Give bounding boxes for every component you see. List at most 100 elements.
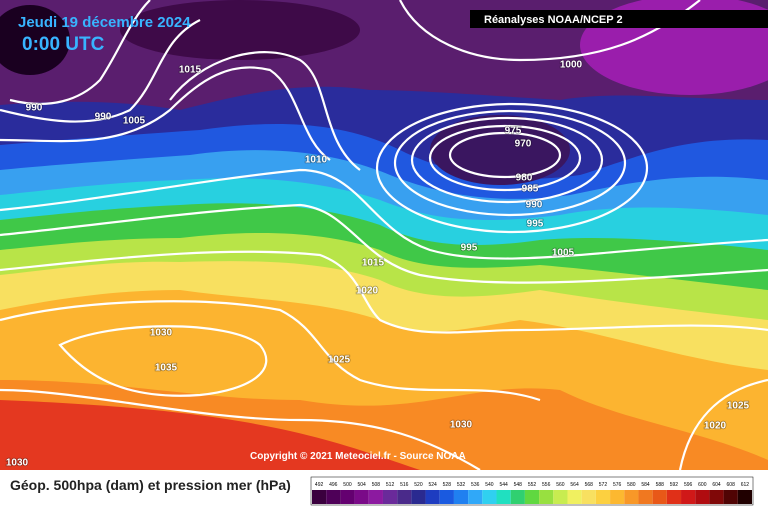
- colorbar-label: 584: [641, 482, 650, 488]
- isobar-label: 1005: [123, 116, 146, 127]
- colorbar-label: 544: [499, 482, 508, 488]
- colorbar-label: 512: [386, 482, 395, 488]
- colorbar-cell: [453, 490, 469, 504]
- colorbar-label: 508: [372, 482, 381, 488]
- isobar: [0, 300, 541, 402]
- isobar-label: 990: [526, 200, 543, 211]
- isobar: [9, 0, 151, 106]
- isobar: [0, 168, 768, 260]
- date: Jeudi 19 décembre 2024: [18, 14, 191, 31]
- colorbar-label: 588: [656, 482, 665, 488]
- colorbar-label: 520: [414, 482, 423, 488]
- colorbar-label: 572: [599, 482, 608, 488]
- isobar-label: 980: [516, 173, 533, 184]
- isobar: [399, 0, 701, 62]
- colorbar-cell: [737, 490, 752, 504]
- colorbar-cell: [482, 490, 497, 504]
- isobar: [393, 109, 627, 217]
- colorbar-cell: [695, 490, 710, 504]
- colorbar-cell: [411, 490, 426, 504]
- isobar-label: 1005: [552, 248, 575, 259]
- geopotential-fill: [0, 0, 768, 470]
- isobar: [410, 116, 604, 204]
- colorbar-cell: [340, 490, 355, 504]
- colorbar-cell: [681, 490, 696, 504]
- isobars: [0, 0, 768, 471]
- colorbar-label: 548: [514, 482, 523, 488]
- source-box: [470, 10, 768, 28]
- isobar-label: 1020: [356, 286, 379, 297]
- isobar-label: 1015: [179, 65, 202, 76]
- colorbar-cell: [326, 490, 341, 504]
- colorbar-label: 492: [315, 482, 324, 488]
- colorbar-label: 516: [400, 482, 409, 488]
- isobar-label: 1025: [328, 355, 351, 366]
- colorbar-cell: [397, 490, 412, 504]
- colorbar-cell: [581, 490, 596, 504]
- isobar-label: 1030: [150, 328, 173, 339]
- colorbar-cell: [595, 490, 611, 504]
- colorbar-cell: [624, 490, 639, 504]
- isobar: [428, 124, 582, 192]
- colorbar-cell: [468, 490, 483, 504]
- colorbar-cell: [610, 490, 625, 504]
- colorbar-cell: [553, 490, 568, 504]
- colorbar-cell: [567, 490, 582, 504]
- colorbar-cell: [382, 490, 398, 504]
- isobar: [58, 325, 268, 397]
- isobar: [0, 66, 331, 161]
- colorbar-label: 552: [528, 482, 537, 488]
- isobar: [375, 102, 649, 234]
- isobar-label: 1035: [155, 363, 178, 374]
- colorbar-label: 596: [684, 482, 693, 488]
- isobar-label: 975: [505, 126, 522, 137]
- colorbar: 492 496 500 504 508 512 516 520 524 528 532 536 540 5…: [310, 476, 754, 506]
- colorbar-cell: [312, 490, 327, 504]
- colorbar-label: 576: [613, 482, 622, 488]
- colorbar-label: 600: [698, 482, 707, 488]
- colorbar-label: 604: [712, 482, 721, 488]
- isobar: [169, 51, 361, 171]
- colorbar-cell: [666, 490, 682, 504]
- colorbar-cell: [709, 490, 724, 504]
- colorbar-cell: [510, 490, 525, 504]
- colorbar-label: 500: [343, 482, 352, 488]
- isobar-label: 1030: [450, 420, 473, 431]
- isobar: [448, 131, 562, 179]
- isobar-label: 1015: [362, 258, 385, 269]
- colorbar-cell: [439, 490, 454, 504]
- isobar-label: 1000: [560, 60, 583, 71]
- colorbar-label: 612: [741, 482, 750, 488]
- colorbar-label: 536: [471, 482, 480, 488]
- colorbar-label: 560: [556, 482, 565, 488]
- colorbar-label: 524: [428, 482, 437, 488]
- time: 0:00 UTC: [22, 34, 105, 55]
- colorbar-label: 580: [627, 482, 636, 488]
- isobar: [0, 19, 201, 123]
- isobar-label: 985: [522, 184, 539, 195]
- colorbar-cell: [368, 490, 383, 504]
- colorbar-label: 556: [542, 482, 551, 488]
- colorbar-label: 592: [670, 482, 679, 488]
- colorbar-label: 528: [443, 482, 452, 488]
- isobar-label: 990: [26, 103, 43, 114]
- isobar-label: 1030: [6, 458, 29, 469]
- colorbar-cell: [425, 490, 440, 504]
- colorbar-label: 532: [457, 482, 466, 488]
- isobar-label: 995: [461, 243, 478, 254]
- isobar-label: 970: [515, 139, 532, 150]
- colorbar-cell: [524, 490, 540, 504]
- isobar-label: 1025: [727, 401, 750, 412]
- colorbar-cell: [354, 490, 369, 504]
- copyright: Copyright © 2021 Meteociel.fr - Source N…: [250, 451, 466, 462]
- isobar-label: 990: [95, 112, 112, 123]
- isobar-label: 1020: [704, 421, 727, 432]
- source: Réanalyses NOAA/NCEP 2: [484, 14, 623, 26]
- isobar: [0, 250, 768, 334]
- legend-text: Géop. 500hpa (dam) et pression mer (hPa): [10, 477, 291, 493]
- colorbar-cell: [723, 490, 738, 504]
- colorbar-label: 540: [485, 482, 494, 488]
- colorbar-cell: [539, 490, 554, 504]
